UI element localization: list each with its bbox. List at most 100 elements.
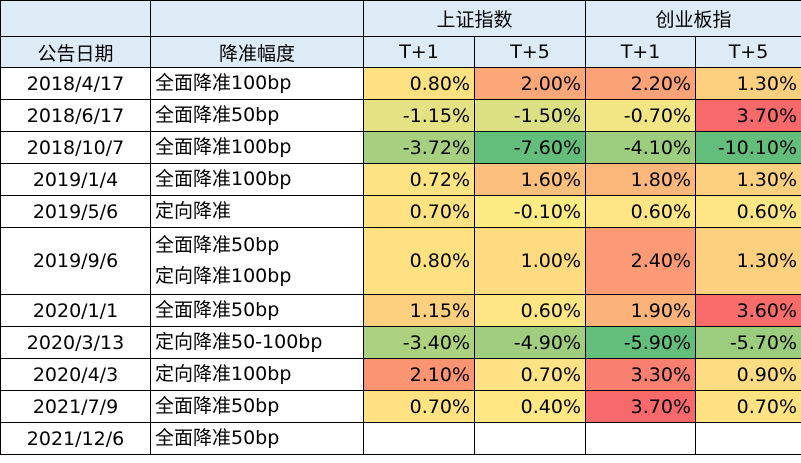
- cell-rrr-cut-size: 定向降准: [150, 195, 364, 228]
- cell-cy-t5: 0.60%: [695, 195, 801, 228]
- header-cy-t5: T+5: [695, 36, 801, 68]
- table-row: 2019/5/6 定向降准 0.70% -0.10% 0.60% 0.60%: [0, 195, 801, 228]
- cell-cy-t5: 3.60%: [695, 294, 801, 327]
- cell-announcement-date: 2018/4/17: [0, 67, 151, 100]
- cell-cy-t5: -10.10%: [695, 131, 801, 164]
- cell-cy-t5: [695, 422, 801, 455]
- cell-announcement-date: 2020/4/3: [0, 358, 151, 391]
- table-body: 2018/4/17 全面降准100bp 0.80% 2.00% 2.20% 1.30% 20…: [0, 67, 801, 455]
- table-row: 2021/7/9 全面降准50bp 0.70% 0.40% 3.70% 0.70%: [0, 390, 801, 423]
- cell-cy-t1: 1.80%: [585, 163, 697, 196]
- cell-announcement-date: 2021/12/6: [0, 422, 151, 455]
- cell-cy-t5: 1.30%: [695, 67, 801, 100]
- header-group-shanghai-index: 上证指数: [362, 0, 587, 37]
- cell-sh-t1: 0.80%: [363, 67, 475, 100]
- cell-cy-t1: 3.30%: [585, 358, 697, 391]
- cell-rrr-cut-size: 全面降准50bp 定向降准100bp: [150, 227, 364, 295]
- cut-line: 全面降准100bp: [155, 136, 292, 158]
- cell-sh-t5: [473, 422, 587, 455]
- cell-sh-t1: -3.72%: [363, 131, 475, 164]
- cell-announcement-date: 2019/1/4: [0, 163, 151, 196]
- cell-sh-t1: 0.70%: [363, 195, 475, 228]
- cell-announcement-date: 2020/1/1: [0, 294, 151, 327]
- header-sh-t5: T+5: [473, 36, 587, 68]
- table-row: 2018/10/7 全面降准100bp -3.72% -7.60% -4.10% -10.…: [0, 131, 801, 164]
- table-row: 2018/6/17 全面降准50bp -1.15% -1.50% -0.70% 3.70%: [0, 99, 801, 132]
- cut-line: 全面降准100bp: [155, 72, 292, 94]
- cell-cy-t5: 1.30%: [695, 227, 801, 295]
- cut-line: 定向降准100bp: [155, 363, 292, 385]
- cell-sh-t5: 0.70%: [473, 358, 587, 391]
- cut-line: 定向降准100bp: [155, 265, 292, 287]
- header-cy-t1: T+1: [585, 36, 697, 68]
- cell-sh-t5: -4.90%: [473, 326, 587, 359]
- cell-rrr-cut-size: 全面降准100bp: [150, 163, 364, 196]
- cell-rrr-cut-size: 定向降准100bp: [150, 358, 364, 391]
- cell-sh-t5: 2.00%: [473, 67, 587, 100]
- header-corner-date: [0, 0, 151, 37]
- cell-sh-t1: -1.15%: [363, 99, 475, 132]
- table-row: 2021/12/6 全面降准50bp: [0, 422, 801, 455]
- cell-cy-t1: 3.70%: [585, 390, 697, 423]
- cut-line: 定向降准: [155, 200, 232, 222]
- cell-cy-t1: -4.10%: [585, 131, 697, 164]
- cell-sh-t1: -3.40%: [363, 326, 475, 359]
- cell-announcement-date: 2018/10/7: [0, 131, 151, 164]
- cut-line: 全面降准50bp: [155, 427, 280, 449]
- header-group-chinext-index: 创业板指: [585, 0, 801, 37]
- cell-cy-t1: 0.60%: [585, 195, 697, 228]
- cell-cy-t5: -5.70%: [695, 326, 801, 359]
- cell-announcement-date: 2018/6/17: [0, 99, 151, 132]
- cell-cy-t5: 3.70%: [695, 99, 801, 132]
- cell-sh-t5: -7.60%: [473, 131, 587, 164]
- cell-sh-t5: -0.10%: [473, 195, 587, 228]
- cut-line: 全面降准100bp: [155, 168, 292, 190]
- cell-sh-t1: 2.10%: [363, 358, 475, 391]
- cell-cy-t1: -0.70%: [585, 99, 697, 132]
- cell-cy-t1: 2.20%: [585, 67, 697, 100]
- cell-cy-t1: 2.40%: [585, 227, 697, 295]
- cell-announcement-date: 2019/9/6: [0, 227, 151, 295]
- cell-sh-t5: 0.40%: [473, 390, 587, 423]
- cut-line: 定向降准50-100bp: [155, 331, 323, 353]
- cell-sh-t1: 1.15%: [363, 294, 475, 327]
- table-row: 2020/3/13 定向降准50-100bp -3.40% -4.90% -5.90% -…: [0, 326, 801, 359]
- cell-sh-t5: 1.60%: [473, 163, 587, 196]
- cut-line: 全面降准50bp: [155, 395, 280, 417]
- cell-cy-t1: [585, 422, 697, 455]
- cell-sh-t1: 0.70%: [363, 390, 475, 423]
- cell-sh-t1: [363, 422, 475, 455]
- cell-rrr-cut-size: 全面降准50bp: [150, 422, 364, 455]
- table-row: 2019/9/6 全面降准50bp 定向降准100bp 0.80% 1.00% 2.40%…: [0, 227, 801, 295]
- cell-cy-t1: 1.90%: [585, 294, 697, 327]
- cell-sh-t1: 0.80%: [363, 227, 475, 295]
- cell-announcement-date: 2020/3/13: [0, 326, 151, 359]
- table-row: 2018/4/17 全面降准100bp 0.80% 2.00% 2.20% 1.30%: [0, 67, 801, 100]
- cut-line: 全面降准50bp: [155, 234, 280, 256]
- header-announcement-date: 公告日期: [0, 36, 151, 68]
- cut-line: 全面降准50bp: [155, 299, 280, 321]
- cell-rrr-cut-size: 全面降准50bp: [150, 99, 364, 132]
- cell-rrr-cut-size: 全面降准100bp: [150, 131, 364, 164]
- cell-rrr-cut-size: 全面降准50bp: [150, 294, 364, 327]
- cell-sh-t5: 1.00%: [473, 227, 587, 295]
- cell-sh-t5: 0.60%: [473, 294, 587, 327]
- cell-sh-t1: 0.72%: [363, 163, 475, 196]
- cell-sh-t5: -1.50%: [473, 99, 587, 132]
- table-row: 2019/1/4 全面降准100bp 0.72% 1.60% 1.80% 1.30%: [0, 163, 801, 196]
- header-corner-cut: [150, 0, 364, 37]
- cell-cy-t1: -5.90%: [585, 326, 697, 359]
- header-sh-t1: T+1: [363, 36, 475, 68]
- cell-rrr-cut-size: 全面降准50bp: [150, 390, 364, 423]
- cell-cy-t5: 1.30%: [695, 163, 801, 196]
- table-row: 2020/1/1 全面降准50bp 1.15% 0.60% 1.90% 3.60%: [0, 294, 801, 327]
- cell-announcement-date: 2021/7/9: [0, 390, 151, 423]
- cell-announcement-date: 2019/5/6: [0, 195, 151, 228]
- cell-rrr-cut-size: 定向降准50-100bp: [150, 326, 364, 359]
- cut-line: 全面降准50bp: [155, 104, 280, 126]
- cell-cy-t5: 0.90%: [695, 358, 801, 391]
- header-rrr-cut-size: 降准幅度: [150, 36, 364, 68]
- header-row-groups: 上证指数 创业板指: [0, 0, 801, 37]
- cell-rrr-cut-size: 全面降准100bp: [150, 67, 364, 100]
